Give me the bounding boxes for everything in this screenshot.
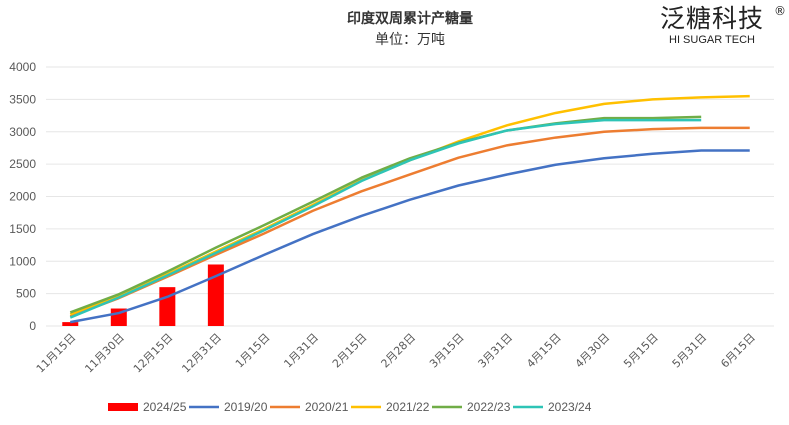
legend-label: 2024/25 bbox=[143, 400, 187, 414]
x-tick-label: 12月15日 bbox=[131, 331, 176, 376]
y-tick-label: 500 bbox=[16, 287, 36, 301]
x-tick-label: 11月15日 bbox=[34, 331, 79, 376]
legend-label: 2022/23 bbox=[467, 400, 511, 414]
x-tick-label: 2月15日 bbox=[330, 331, 370, 371]
y-tick-label: 1500 bbox=[9, 222, 36, 236]
y-tick-label: 0 bbox=[29, 319, 36, 333]
y-tick-label: 2500 bbox=[9, 157, 36, 171]
series-line-2023-24 bbox=[69, 118, 702, 319]
series-line-2020-21 bbox=[69, 126, 750, 318]
legend-swatch bbox=[108, 403, 138, 411]
x-tick-label: 4月30日 bbox=[573, 331, 613, 371]
x-tick-label: 1月15日 bbox=[233, 331, 273, 371]
x-tick-label: 3月15日 bbox=[427, 331, 467, 371]
x-tick-label: 3月31日 bbox=[476, 331, 516, 371]
x-tick-label: 1月31日 bbox=[281, 331, 321, 371]
chart-subtitle: 单位：万吨 bbox=[375, 32, 445, 48]
logo-en: HI SUGAR TECH bbox=[669, 34, 755, 46]
series-line-2022-23 bbox=[69, 115, 702, 314]
bar-2024-25 bbox=[62, 322, 79, 326]
y-tick-label: 3000 bbox=[9, 125, 36, 139]
logo-cn: 泛糖科技 bbox=[659, 4, 764, 33]
x-tick-label: 6月15日 bbox=[718, 331, 758, 371]
y-tick-label: 4000 bbox=[9, 60, 36, 74]
registered-mark: ® bbox=[774, 4, 786, 18]
bar-2024-25 bbox=[207, 264, 224, 326]
legend-label: 2023/24 bbox=[548, 400, 592, 414]
x-tick-label: 11月30日 bbox=[82, 331, 127, 376]
x-tick-label: 5月31日 bbox=[670, 331, 710, 371]
y-tick-label: 2000 bbox=[9, 190, 36, 204]
x-tick-label: 12月31日 bbox=[179, 331, 224, 376]
series-line-2019-20 bbox=[70, 149, 750, 324]
brand-logo: 泛糖科技 HI SUGAR TECH ® bbox=[652, 4, 786, 46]
x-tick-label: 2月28日 bbox=[379, 331, 419, 371]
legend-label: 2020/21 bbox=[305, 400, 349, 414]
y-tick-label: 3500 bbox=[9, 92, 36, 106]
x-tick-label: 4月15日 bbox=[524, 331, 564, 371]
chart-title: 印度双周累计产糖量 bbox=[347, 11, 473, 27]
y-tick-label: 1000 bbox=[9, 254, 36, 268]
legend-label: 2021/22 bbox=[386, 400, 430, 414]
x-tick-label: 5月15日 bbox=[621, 331, 661, 371]
legend-label: 2019/20 bbox=[224, 400, 268, 414]
bar-2024-25 bbox=[159, 287, 176, 326]
